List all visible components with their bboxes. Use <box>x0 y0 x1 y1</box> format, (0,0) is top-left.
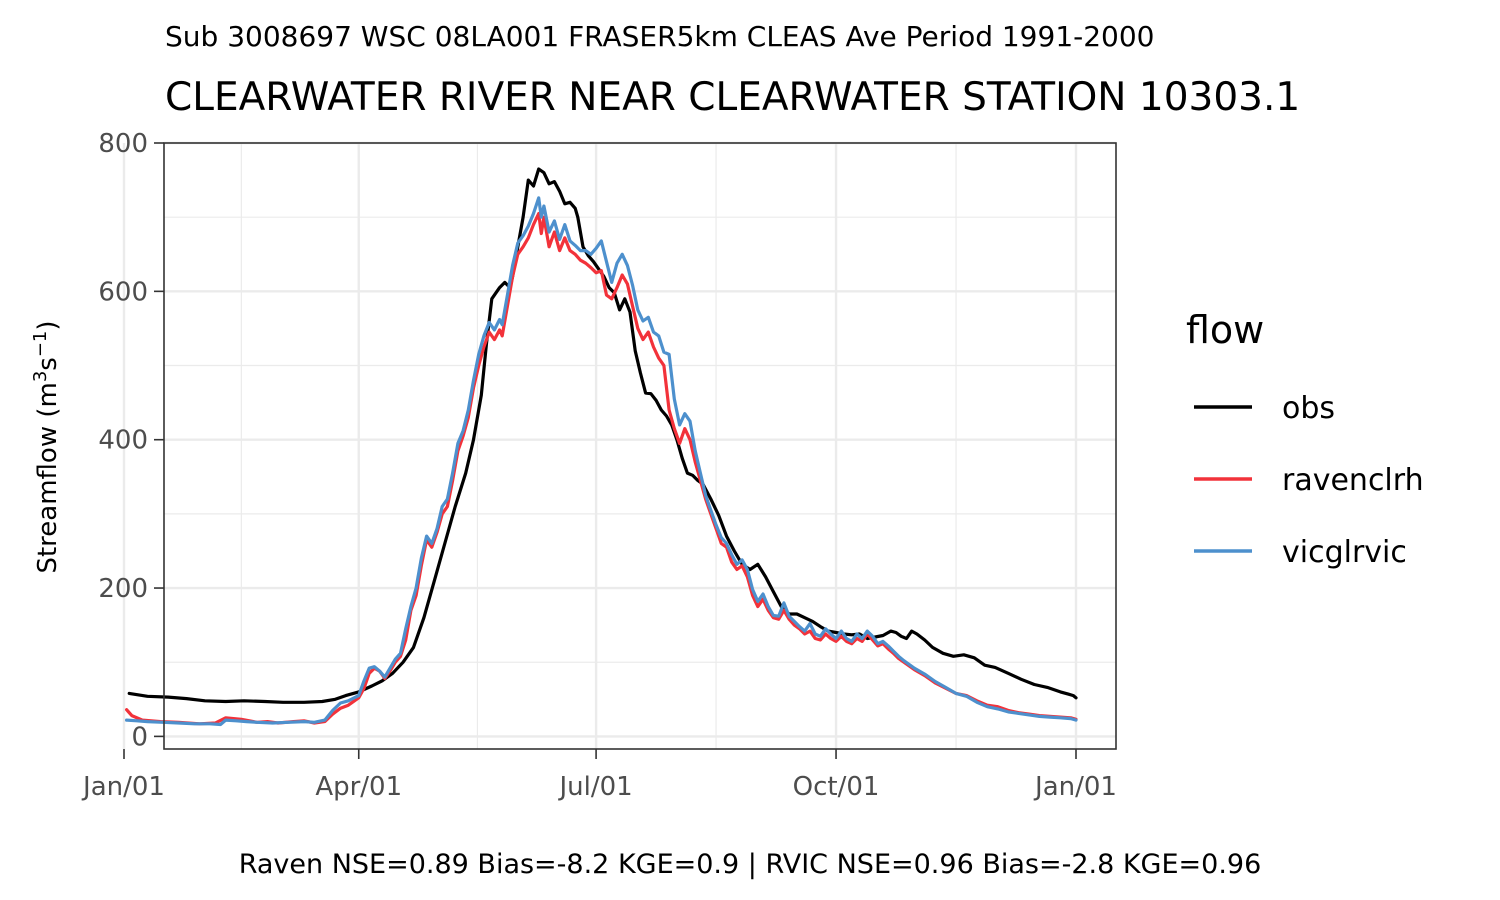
y-axis-title-sup1: 3 <box>30 371 51 382</box>
plot-panel <box>122 141 1117 750</box>
series-line-obs <box>127 167 1078 704</box>
y-tick-label: 800 <box>98 129 148 159</box>
y-axis-title-end: ) <box>33 320 63 330</box>
x-axis: Jan/01 Apr/01 Jul/01 Oct/01 Jan/01 <box>81 749 1117 802</box>
y-axis-title-sup2: −1 <box>30 331 51 358</box>
y-axis: 0 200 400 600 800 <box>98 129 164 752</box>
x-tick-label: Apr/01 <box>315 772 402 802</box>
legend-label-obs: obs <box>1282 391 1335 426</box>
chart-title: CLEARWATER RIVER NEAR CLEARWATER STATION… <box>165 75 1300 120</box>
y-tick-label: 600 <box>98 277 148 307</box>
plot-background <box>164 143 1116 749</box>
chart-caption: Raven NSE=0.89 Bias=-8.2 KGE=0.9 | RVIC … <box>239 849 1262 880</box>
plot-border <box>163 142 1117 750</box>
x-tick-label: Jan/01 <box>1033 772 1117 802</box>
y-axis-title: Streamflow (m3s−1) <box>30 320 63 573</box>
legend-title: flow <box>1186 308 1264 352</box>
legend: flow obs ravenclrh vicglrvic <box>1186 308 1424 570</box>
minor-gridlines <box>164 143 1116 749</box>
y-tick-label: 200 <box>98 574 148 604</box>
legend-label-vicglrvic: vicglrvic <box>1282 535 1407 570</box>
x-tick-label: Jul/01 <box>557 772 632 802</box>
series-line-vicglrvic <box>124 196 1078 727</box>
x-tick-label: Oct/01 <box>793 772 880 802</box>
legend-items: obs ravenclrh vicglrvic <box>1194 391 1424 570</box>
legend-label-ravenclrh: ravenclrh <box>1282 463 1424 498</box>
y-tick-label: 0 <box>131 722 148 752</box>
y-tick-label: 400 <box>98 426 148 456</box>
x-tick-label: Jan/01 <box>81 772 165 802</box>
y-axis-title-main: Streamflow (m <box>33 382 63 573</box>
series-lines <box>124 167 1078 727</box>
chart-subtitle: Sub 3008697 WSC 08LA001 FRASER5km CLEAS … <box>165 20 1155 53</box>
y-axis-title-mid: s <box>33 357 63 371</box>
